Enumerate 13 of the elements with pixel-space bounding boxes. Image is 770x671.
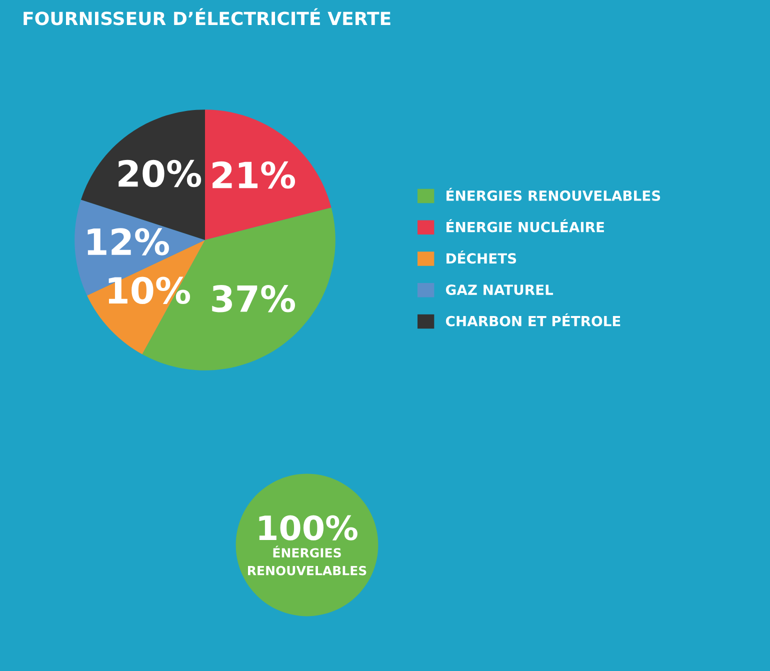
legend-label: CHARBON ET PÉTROLE xyxy=(446,313,620,326)
legend-label: GAZ NATUREL xyxy=(446,284,554,296)
data-label: 20% xyxy=(118,160,202,188)
data-label: 21% xyxy=(212,161,296,189)
slice-label: ÉNERGIES RENOUVELABLES xyxy=(248,546,366,576)
data-label: 100% xyxy=(259,515,358,540)
legend-label: ÉNERGIES RENOUVELABLES xyxy=(446,188,660,201)
data-label: 12% xyxy=(88,228,169,256)
pie-slice xyxy=(205,110,332,240)
legend-label: ÉNERGIE NUCLÉAIRE xyxy=(446,219,604,232)
data-label: 37% xyxy=(212,284,296,312)
chart-title: FOURNISSEUR D’ÉLECTRICITÉ VERTE xyxy=(24,8,390,26)
legend-label: DÉCHETS xyxy=(446,250,516,264)
